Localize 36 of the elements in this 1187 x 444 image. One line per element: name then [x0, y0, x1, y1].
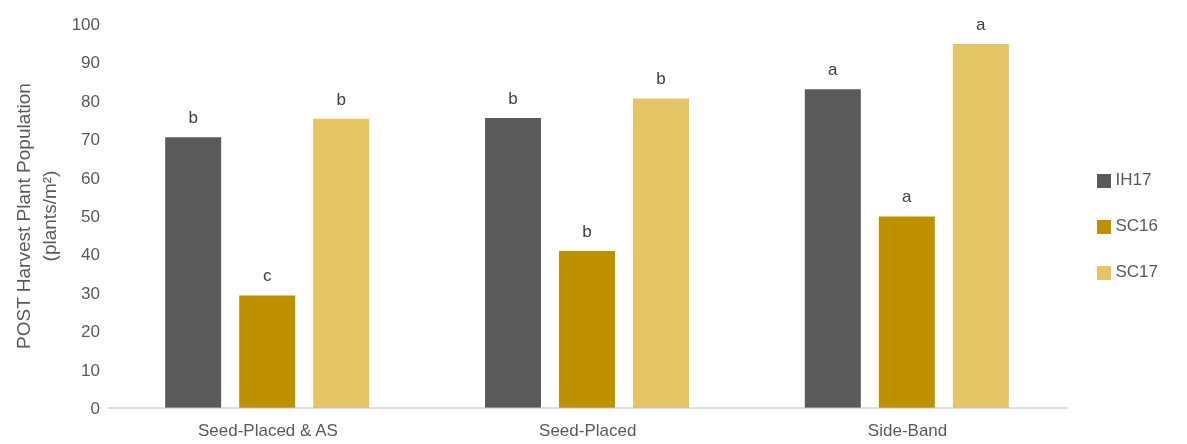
data-label: a: [976, 14, 987, 34]
bar: [804, 89, 861, 408]
y-tick-label: 40: [81, 245, 100, 265]
x-tick-label: Seed-Placed & AS: [197, 421, 338, 441]
y-tick-label: 80: [81, 91, 100, 111]
data-label: a: [902, 187, 913, 207]
bar: [484, 118, 541, 408]
bar: [558, 250, 615, 408]
legend-label: SC17: [1115, 262, 1158, 281]
y-tick-label: 90: [81, 53, 100, 73]
data-label: b: [582, 221, 592, 241]
y-tick-label: 0: [90, 399, 100, 419]
y-tick-label: 30: [81, 283, 100, 303]
bar: [632, 98, 689, 408]
bar: [165, 137, 222, 408]
data-label: a: [828, 60, 839, 80]
data-label: b: [188, 108, 198, 128]
y-tick-label: 70: [81, 130, 100, 150]
bar: [239, 295, 296, 408]
bar: [952, 43, 1009, 408]
y-tick-label: 100: [71, 15, 100, 35]
y-tick-label: 10: [81, 360, 100, 380]
x-tick-label: Side-Band: [867, 421, 948, 441]
data-label: b: [336, 89, 346, 109]
data-label: b: [508, 89, 518, 109]
legend-label: SC16: [1115, 216, 1158, 235]
legend-label: IH17: [1115, 170, 1152, 189]
data-label: c: [262, 266, 272, 286]
bar: [313, 118, 370, 408]
y-tick-label: 50: [81, 207, 100, 227]
y-tick-label: 60: [81, 168, 100, 188]
data-label: b: [656, 69, 666, 89]
y-axis-title: POST Harvest Plant Population (plants/m²): [13, 83, 60, 349]
x-tick-label: Seed-Placed: [539, 421, 637, 441]
bar: [878, 216, 935, 408]
y-tick-label: 20: [81, 322, 100, 342]
